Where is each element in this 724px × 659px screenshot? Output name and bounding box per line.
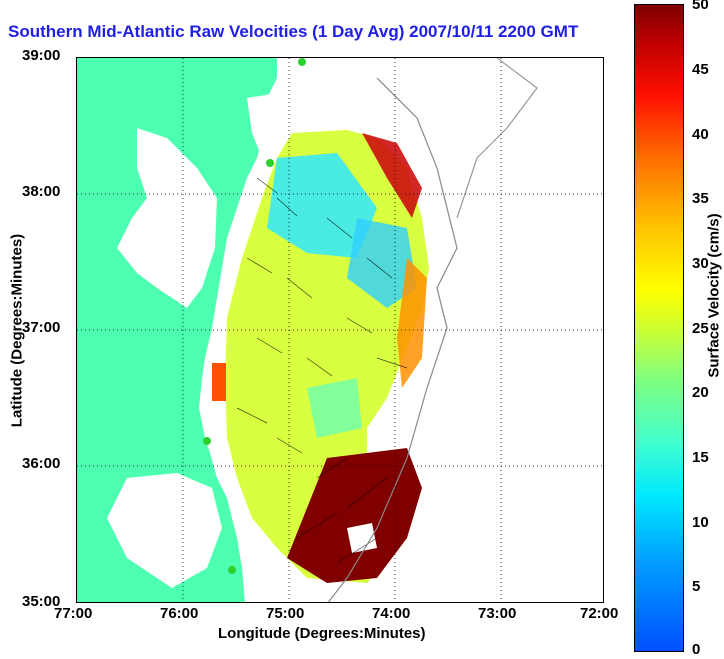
velocity-orange-east [397,258,427,388]
radar-station-marker [298,58,306,66]
y-tick-label: 37:00 [22,319,61,336]
velocity-white-gap [347,523,377,553]
bathymetry-contour-outer [456,58,538,219]
colorbar-tick: 20 [692,384,709,401]
colorbar-tick: 25 [692,320,709,337]
x-tick-label: 75:00 [266,605,305,622]
bathymetry-contour [327,77,458,602]
colorbar-tick: 40 [692,126,709,143]
colorbar-tick: 0 [692,641,701,658]
velocity-teal-zone [307,378,362,438]
y-tick-label: 35:00 [22,593,61,610]
map-panel [76,57,604,603]
radar-station-marker [266,159,274,167]
colorbar-tick: 35 [692,190,709,207]
velocity-darkred-south [287,448,422,583]
colorbar-tick: 45 [692,61,709,78]
pamlico-sound [107,473,222,588]
x-tick-label: 76:00 [160,605,199,622]
x-tick-label: 74:00 [372,605,411,622]
colorbar-tick: 5 [692,578,701,595]
radar-station-marker [203,437,211,445]
y-tick-label: 39:00 [22,47,61,64]
velocity-red-west [212,363,226,401]
y-axis-label: Latitude (Degrees:Minutes) [8,233,26,428]
velocity-blue-zone [267,153,377,258]
colorbar-tick: 15 [692,449,709,466]
colorbar-tick: 30 [692,255,709,272]
colorbar-tick: 10 [692,514,709,531]
x-axis-label: Longitude (Degrees:Minutes) [218,625,426,642]
x-tick-label: 73:00 [478,605,517,622]
x-tick-label: 72:00 [580,605,619,622]
colorbar [634,4,684,652]
colorbar-label: Surface Velocity (cm/s) [705,213,723,378]
y-tick-label: 38:00 [22,183,61,200]
x-tick-label: 77:00 [54,605,93,622]
map-canvas [77,58,603,602]
delaware-bay [247,93,277,158]
map-gridlines [77,58,603,602]
colorbar-tick: 50 [692,0,709,13]
chesapeake-bay [117,128,217,308]
y-tick-label: 36:00 [22,455,61,472]
radar-station-marker [228,566,236,574]
velocity-red-north [362,133,422,218]
velocity-cyan-zone [347,218,417,308]
map-title: Southern Mid-Atlantic Raw Velocities (1 … [8,22,579,41]
velocity-arrows [236,177,408,564]
